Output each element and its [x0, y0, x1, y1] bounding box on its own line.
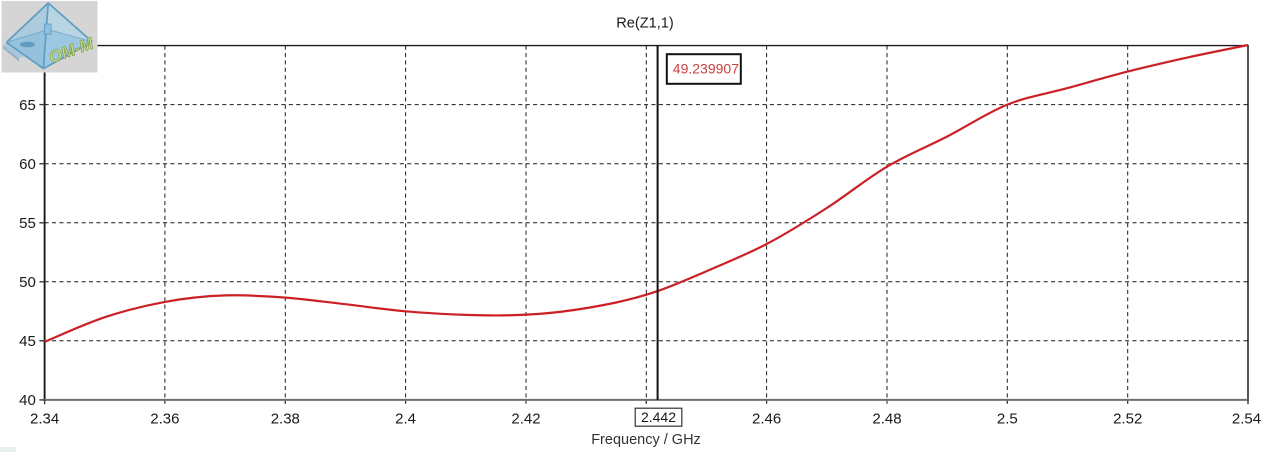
svg-text:50: 50 — [19, 274, 36, 291]
svg-text:2.46: 2.46 — [752, 410, 781, 427]
svg-text:2.34: 2.34 — [30, 410, 59, 427]
svg-text:2.36: 2.36 — [150, 410, 179, 427]
svg-text:2.52: 2.52 — [1113, 410, 1142, 427]
svg-text:2.5: 2.5 — [997, 410, 1018, 427]
svg-text:45: 45 — [19, 333, 36, 350]
svg-text:2.54: 2.54 — [1232, 410, 1261, 427]
svg-text:55: 55 — [19, 215, 36, 232]
svg-text:2.42: 2.42 — [511, 410, 540, 427]
svg-text:60: 60 — [19, 156, 36, 173]
svg-text:2.48: 2.48 — [872, 410, 901, 427]
svg-text:2.4: 2.4 — [395, 410, 416, 427]
svg-text:49.239907: 49.239907 — [673, 61, 739, 77]
svg-text:65: 65 — [19, 97, 36, 114]
svg-text:2.442: 2.442 — [641, 409, 676, 425]
svg-text:Re(Z1,1): Re(Z1,1) — [616, 15, 674, 31]
svg-text:Frequency / GHz: Frequency / GHz — [591, 432, 701, 448]
svg-text:40: 40 — [19, 392, 36, 409]
svg-text:2.38: 2.38 — [271, 410, 300, 427]
